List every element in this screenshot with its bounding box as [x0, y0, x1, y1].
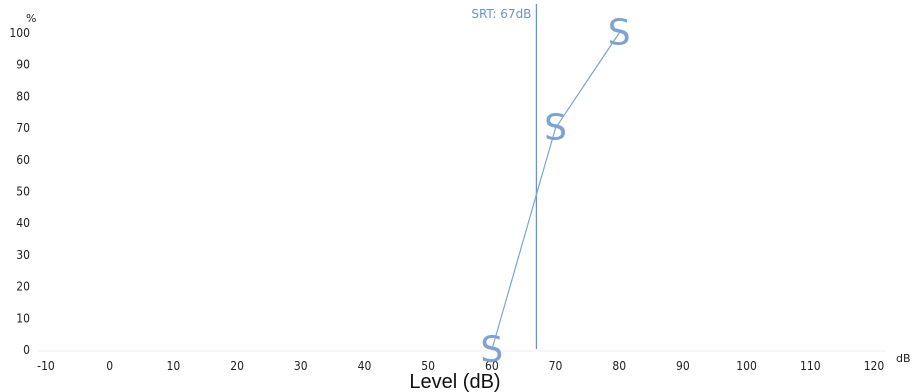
- y-tick-label: 20: [16, 280, 30, 294]
- x-tick-label: 40: [358, 359, 372, 373]
- x-tick-label: 60: [485, 359, 499, 373]
- y-tick-label: 10: [16, 311, 30, 325]
- x-tick-label: 0: [106, 359, 113, 373]
- data-point-marker: S: [608, 13, 631, 54]
- y-tick-label: 0: [23, 343, 30, 357]
- data-series-group: S S S: [480, 13, 630, 371]
- y-tick-label: 50: [16, 185, 30, 199]
- y-tick-label: 80: [16, 89, 30, 103]
- x-tick-label: 50: [421, 359, 435, 373]
- x-tick-label: 10: [167, 359, 181, 373]
- y-tick-label: 100: [9, 26, 30, 40]
- x-axis: dB -10 0 10 20 30 40 50 60 70 80 90 100 110 120: [37, 352, 910, 373]
- x-tick-label: 70: [549, 359, 563, 373]
- srt-marker-group: SRT: 67dB: [471, 4, 538, 349]
- x-tick-label: 100: [736, 359, 757, 373]
- srt-label: SRT: 67dB: [471, 7, 531, 21]
- x-axis-title: Level (dB): [409, 371, 500, 392]
- data-point-marker: S: [544, 108, 567, 149]
- x-tick-label: 80: [612, 359, 626, 373]
- x-tick-label: 120: [864, 359, 885, 373]
- y-tick-label: 30: [16, 248, 30, 262]
- y-tick-label: 70: [16, 121, 30, 135]
- x-tick-label: 30: [294, 359, 308, 373]
- y-axis: % 0 10 20 30 40 50 60 70 80 90 100: [9, 12, 36, 357]
- x-tick-label: -10: [37, 359, 55, 373]
- x-tick-label: 110: [800, 359, 821, 373]
- data-point-marker: S: [480, 330, 503, 371]
- x-tick-label: 20: [230, 359, 244, 373]
- y-tick-label: 60: [16, 153, 30, 167]
- y-tick-label: 40: [16, 216, 30, 230]
- series-line: [491, 32, 620, 351]
- x-tick-label: 90: [676, 359, 690, 373]
- y-axis-unit: %: [26, 12, 36, 25]
- x-axis-unit: dB: [896, 352, 911, 365]
- y-tick-label: 90: [16, 58, 30, 72]
